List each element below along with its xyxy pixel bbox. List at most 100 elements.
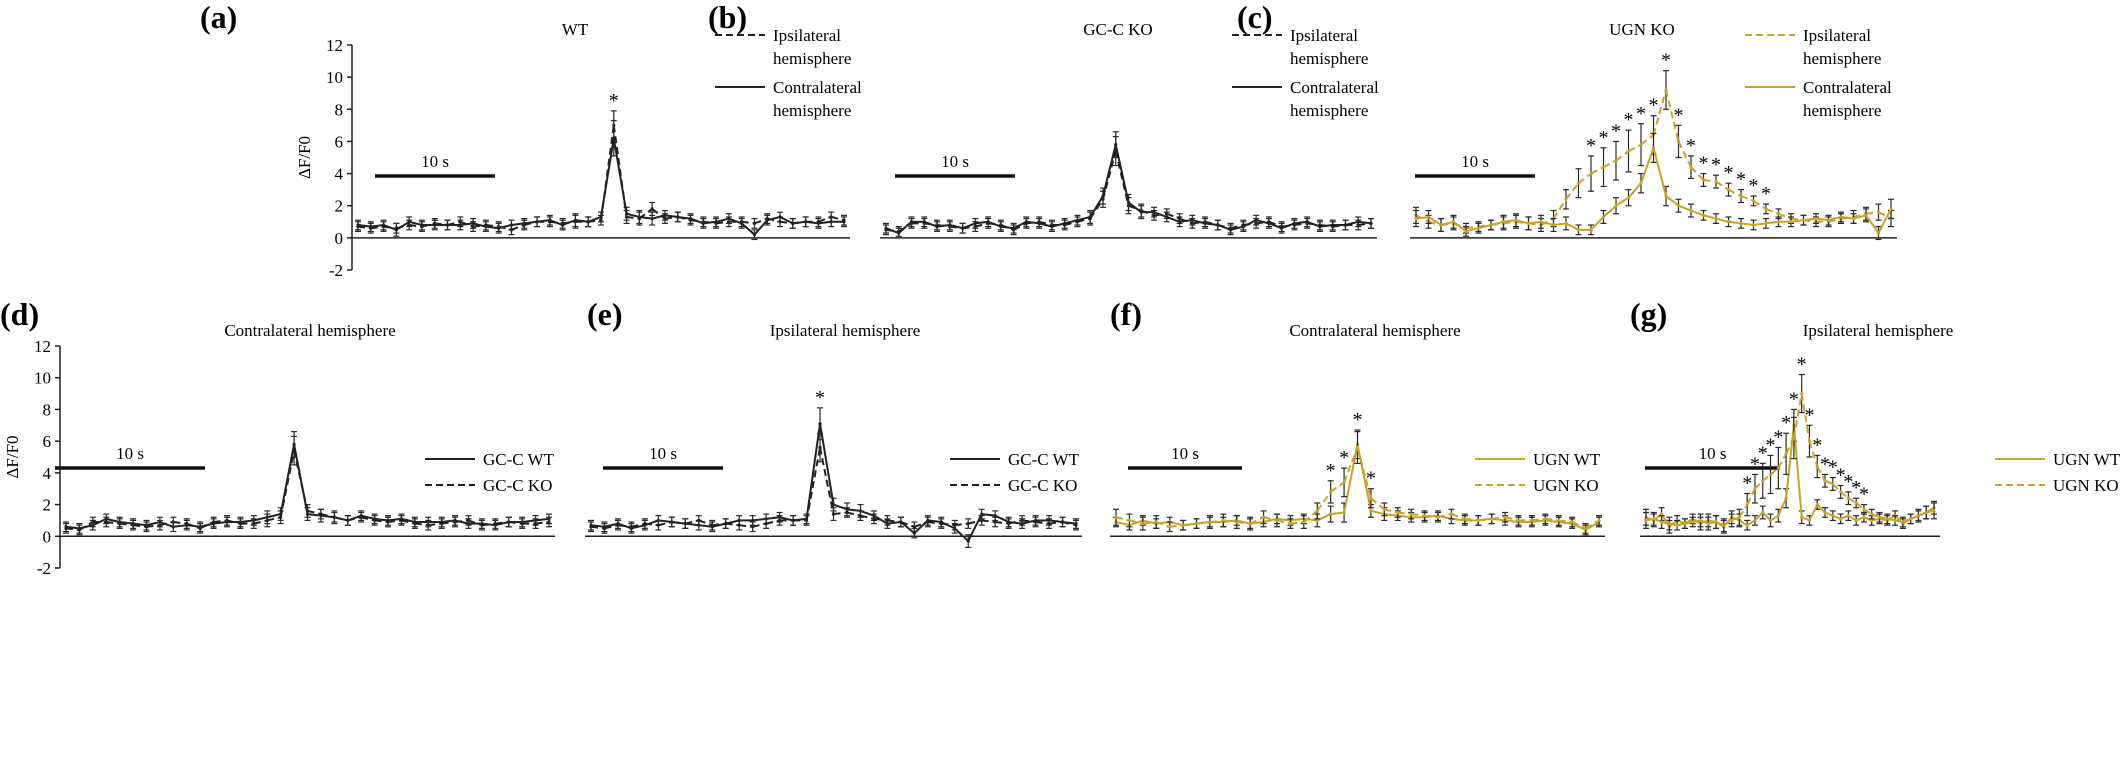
data-point [1626, 149, 1631, 153]
series-segment [508, 521, 523, 525]
series-segment [1155, 521, 1171, 528]
data-point [1414, 216, 1418, 221]
data-point [612, 136, 616, 140]
significance-star: * [1781, 412, 1791, 434]
data-point [1739, 221, 1743, 225]
data-point [1208, 520, 1212, 524]
legend-label: GC-C KO [1008, 476, 1077, 495]
series-segment [671, 521, 686, 525]
series-segment [307, 513, 322, 517]
series-segment [765, 519, 780, 525]
series-segment [752, 522, 767, 528]
data-point [1745, 523, 1749, 527]
data-point [458, 223, 462, 227]
series-segment [753, 219, 769, 236]
data-point [158, 523, 162, 527]
significance-star: * [1851, 477, 1861, 499]
series-segment [495, 521, 509, 525]
data-point [480, 523, 484, 527]
data-point [1576, 181, 1581, 185]
series-segment [818, 220, 832, 225]
data-point [1177, 220, 1182, 224]
series-segment [383, 224, 397, 231]
series-segment [1853, 214, 1867, 220]
series-segment [1397, 514, 1412, 519]
data-point [522, 221, 526, 225]
data-point [1075, 218, 1080, 222]
panel-title: Contralateral hemisphere [224, 321, 395, 340]
series-segment [1715, 217, 1729, 223]
data-point [1659, 512, 1664, 516]
scale-bar-label: 10 s [116, 444, 144, 463]
series-segment [1602, 204, 1617, 218]
series-segment [741, 222, 756, 236]
series-segment [485, 225, 499, 230]
series-segment [78, 521, 94, 531]
series-segment [846, 511, 861, 517]
series-segment [186, 522, 201, 530]
data-point [973, 221, 977, 225]
series-segment [409, 224, 423, 228]
series-segment [562, 219, 576, 226]
series-segment [1255, 219, 1270, 225]
significance-star: * [1804, 404, 1814, 426]
data-point [1589, 171, 1593, 176]
legend-label: hemisphere [1290, 101, 1368, 120]
data-point [104, 520, 108, 524]
series-segment [1306, 220, 1321, 228]
series-segment [651, 208, 666, 220]
series-segment [357, 224, 371, 228]
series-segment [664, 214, 678, 218]
series-segment [485, 224, 499, 228]
data-point [1667, 522, 1671, 526]
data-point [1012, 226, 1016, 230]
data-point [1216, 223, 1220, 227]
data-point [1601, 215, 1606, 219]
series-1 [63, 435, 552, 536]
series-segment [1179, 219, 1193, 223]
series-segment [1153, 211, 1168, 218]
series-segment [374, 517, 389, 522]
legend-label: UGN WT [1533, 450, 1601, 469]
data-point [471, 221, 475, 225]
legend-label: hemisphere [1290, 49, 1368, 68]
series-segment [106, 517, 120, 523]
panel-title: Ipsilateral hemisphere [1803, 321, 1954, 340]
significance-star: * [815, 387, 825, 409]
legend: UGN WT UGN KO [1995, 450, 2121, 495]
series-segment [604, 522, 619, 528]
series-segment [1878, 211, 1892, 220]
data-point [1761, 510, 1765, 515]
series-segment [1816, 466, 1826, 482]
data-point [1280, 226, 1284, 230]
series-segment [818, 216, 832, 223]
significance-star: * [1649, 95, 1659, 117]
data-point [1838, 517, 1843, 521]
series-segment [1690, 209, 1704, 217]
series-segment [898, 221, 913, 234]
series-segment [728, 217, 743, 225]
panel-title: Ipsilateral hemisphere [770, 321, 921, 340]
data-point [980, 512, 984, 516]
series-segment [1217, 224, 1231, 231]
legend: GC-C WT GC-C KO [950, 450, 1080, 495]
data-point [1876, 210, 1881, 214]
data-point [1342, 480, 1346, 484]
data-point [1343, 223, 1348, 227]
series-segment [690, 217, 704, 225]
series-segment [1316, 491, 1332, 512]
data-point [993, 514, 997, 518]
series-segment [468, 519, 483, 527]
panel-label: (b) [708, 0, 747, 35]
data-point [1194, 522, 1199, 526]
data-point [1722, 523, 1726, 527]
series-segment [1865, 214, 1880, 234]
series-segment [511, 224, 525, 231]
data-point [1436, 515, 1440, 519]
series-segment [715, 220, 730, 225]
series-segment [267, 513, 281, 519]
significance-star: * [1843, 471, 1853, 493]
series-segment [941, 522, 955, 527]
series-0 [588, 407, 1079, 548]
series-segment [132, 522, 147, 527]
